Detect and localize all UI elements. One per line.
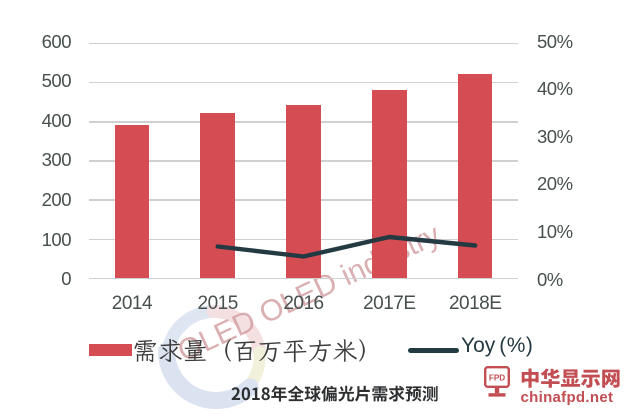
svg-text:FPD: FPD: [489, 374, 505, 383]
